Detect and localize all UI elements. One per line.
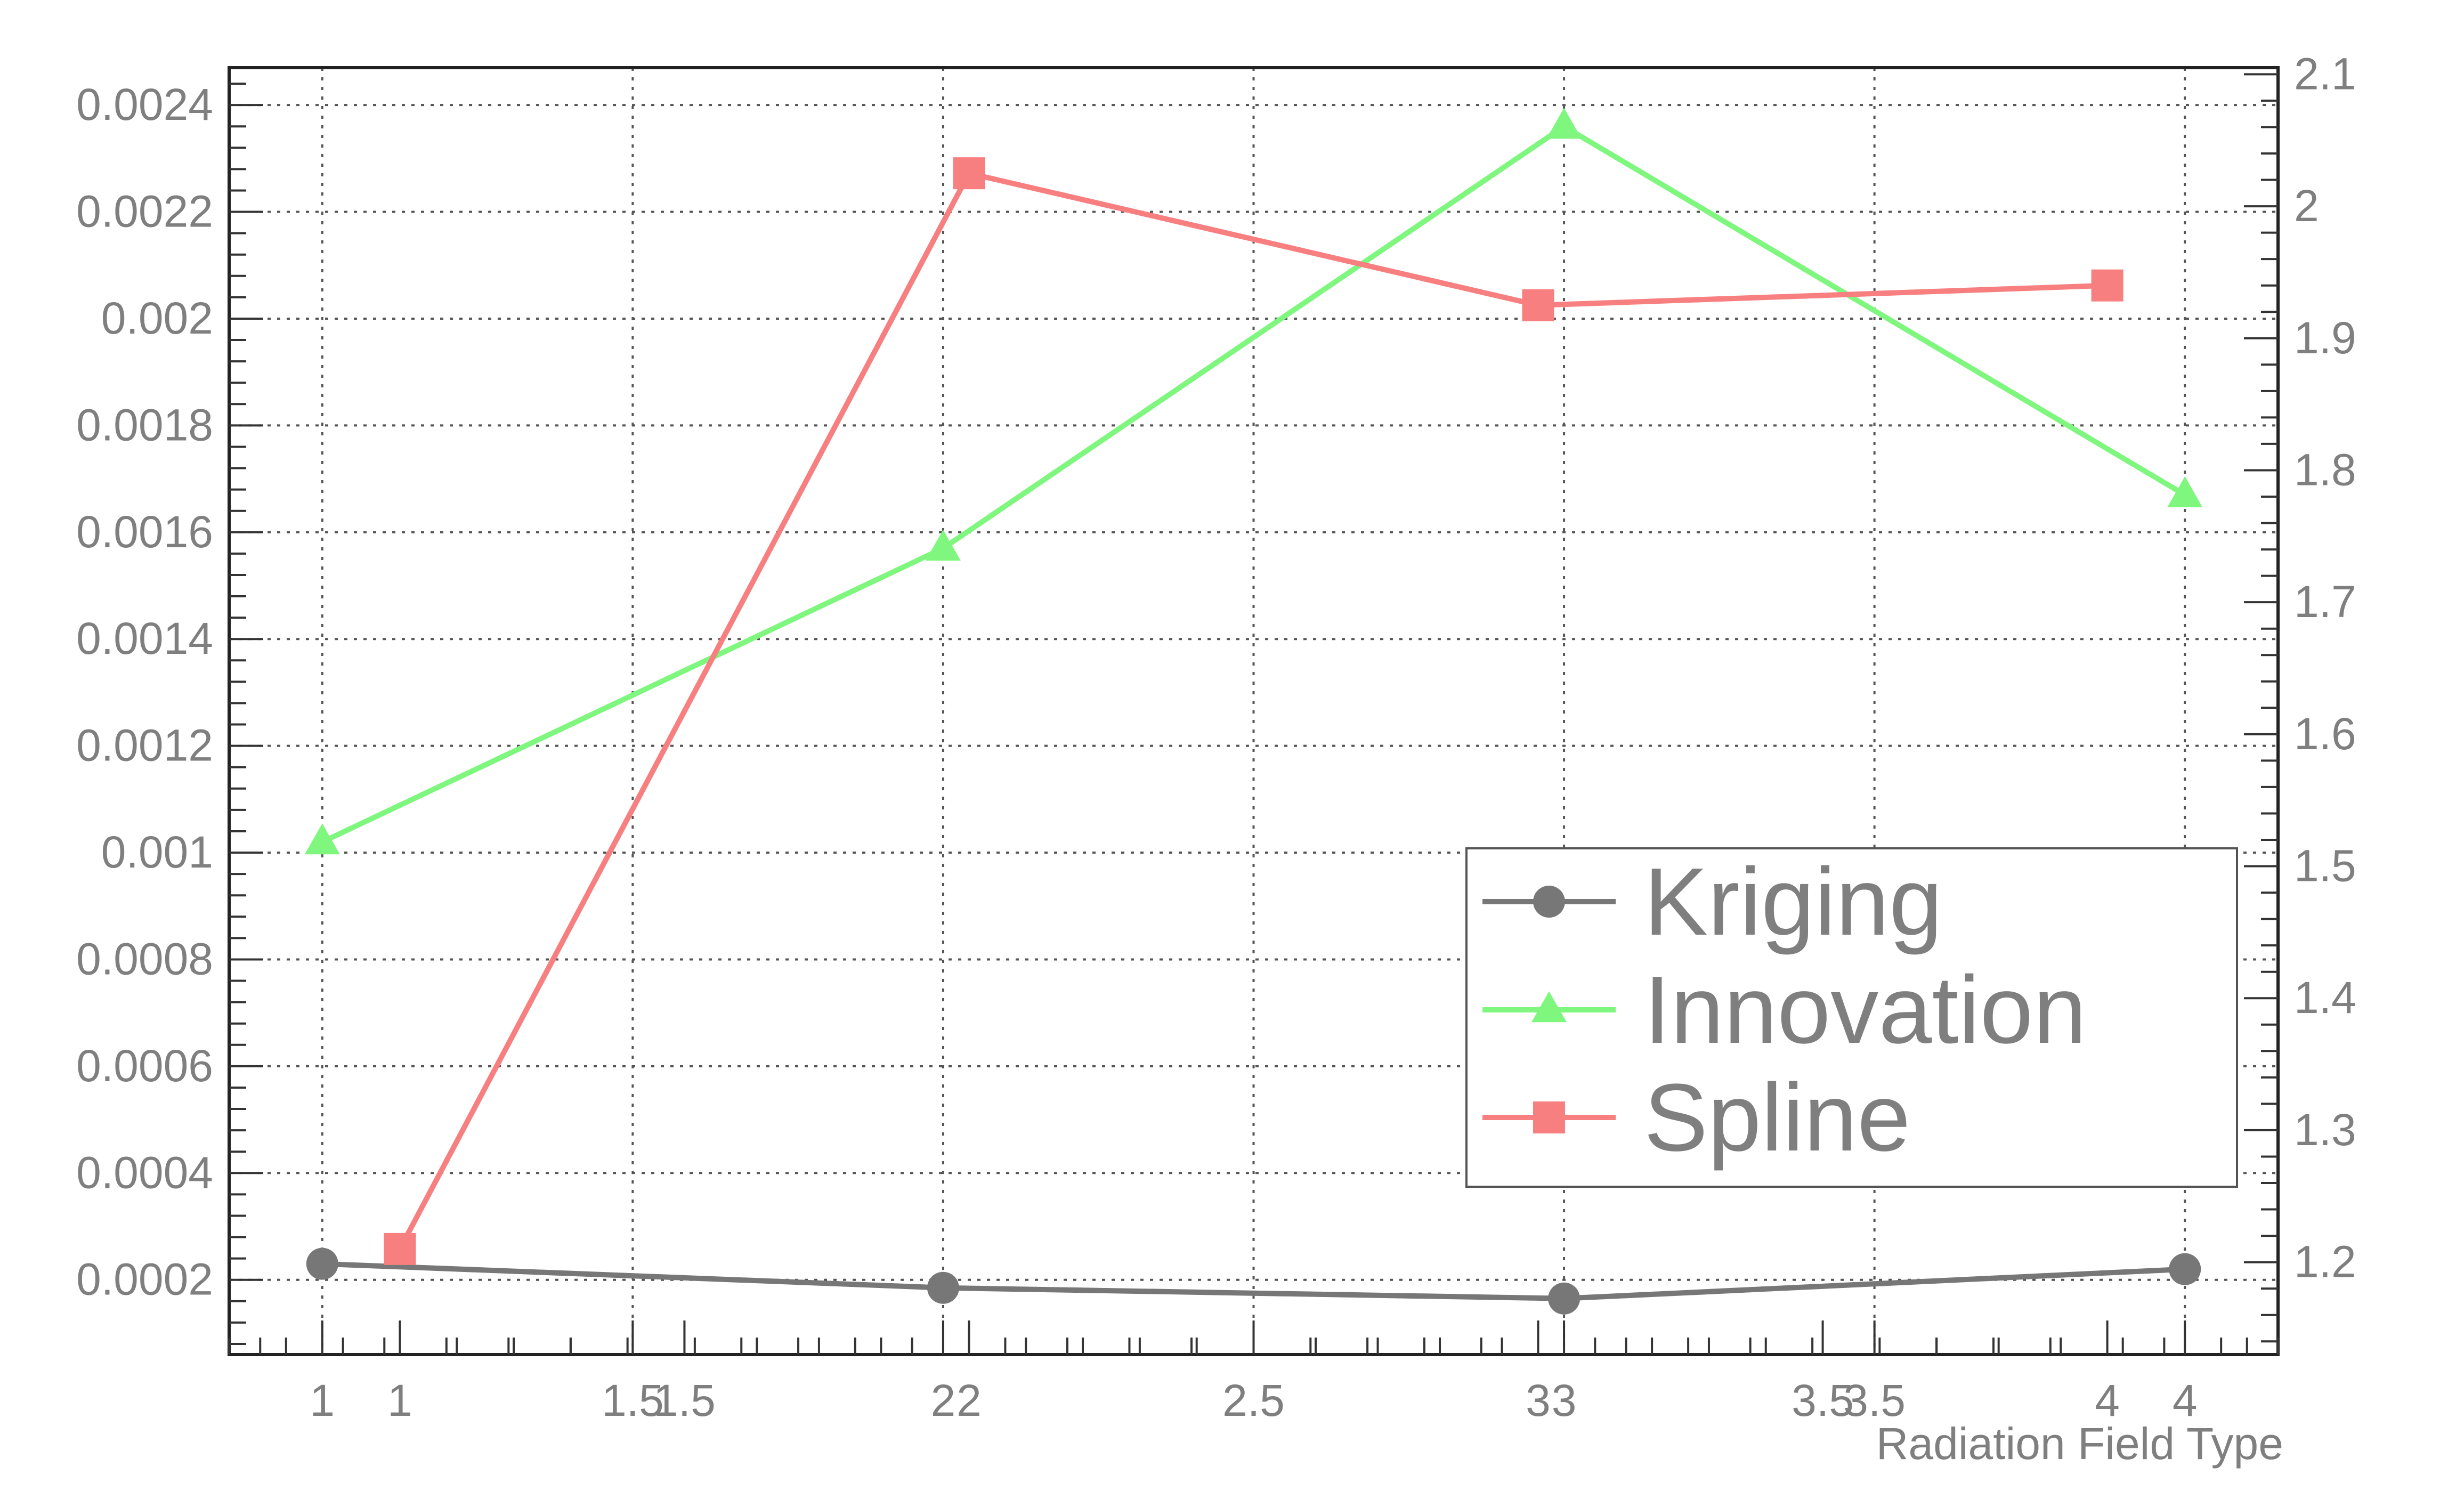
right-tick-label: 2 xyxy=(2294,181,2319,231)
series-spline xyxy=(384,157,2123,1265)
left-tick-label: 0.0008 xyxy=(76,934,213,984)
bottom-tick-label-primary: 3 xyxy=(1552,1375,1577,1425)
data-point-innovation xyxy=(304,823,340,855)
series-innovation xyxy=(304,108,2203,855)
bottom-tick-label-primary: 2.5 xyxy=(1222,1375,1285,1425)
data-point-spline xyxy=(384,1233,416,1265)
right-tick-label: 1.9 xyxy=(2294,313,2356,363)
right-tick-label: 2.1 xyxy=(2294,48,2356,99)
bottom-tick-label-secondary: 2 xyxy=(957,1375,982,1425)
left-tick-label: 0.0002 xyxy=(76,1254,213,1304)
bottom-tick-label-secondary: 4 xyxy=(2095,1375,2120,1425)
right-tick-label: 1.8 xyxy=(2294,444,2356,495)
data-point-spline xyxy=(2091,269,2123,302)
legend-label: Kriging xyxy=(1644,848,1942,955)
legend-marker-kriging xyxy=(1533,886,1565,918)
left-tick-label: 0.0016 xyxy=(76,507,213,557)
bottom-tick-label-primary: 3.5 xyxy=(1843,1375,1906,1425)
legend-box xyxy=(1465,847,2238,1188)
data-point-innovation xyxy=(1546,108,1582,139)
left-tick-label: 0.001 xyxy=(101,827,213,877)
legend-item-innovation: Innovation xyxy=(1482,957,2087,1064)
legend-label: Spline xyxy=(1644,1064,1910,1171)
right-tick-label: 1.5 xyxy=(2294,841,2356,891)
data-point-kriging xyxy=(306,1247,338,1280)
left-tick-label: 0.0014 xyxy=(76,613,213,663)
left-tick-label: 0.0004 xyxy=(76,1147,213,1197)
right-tick-label: 1.2 xyxy=(2294,1237,2356,1287)
bottom-tick-label-primary: 2 xyxy=(931,1375,956,1425)
series-layer xyxy=(304,108,2203,1315)
series-line-kriging xyxy=(322,1261,2185,1301)
x-axis-title: Radiation Field Type xyxy=(1876,1419,2283,1469)
left-tick-label: 0.0022 xyxy=(76,187,213,237)
left-tick-label: 0.0006 xyxy=(76,1041,213,1091)
left-tick-label: 0.0024 xyxy=(76,79,213,129)
right-tick-label: 1.6 xyxy=(2294,709,2356,759)
bottom-tick-label-primary: 1.5 xyxy=(602,1375,664,1425)
series-line-spline xyxy=(397,171,2108,1251)
data-point-innovation xyxy=(2167,476,2203,507)
legend-marker-innovation xyxy=(1531,991,1567,1023)
bottom-tick-label-secondary: 3.5 xyxy=(1792,1375,1854,1425)
bottom-tick-label-primary: 1 xyxy=(310,1375,335,1425)
left-axis: 0.0002 0.0004 0.0006 0.0008 0.001 0.0012 0.001… xyxy=(76,79,263,1345)
right-tick-label: 1.7 xyxy=(2294,577,2356,627)
bottom-tick-label-primary: 4 xyxy=(2173,1375,2198,1425)
data-point-spline xyxy=(953,157,985,190)
data-point-kriging xyxy=(1548,1282,1580,1315)
left-tick-label: 0.002 xyxy=(101,293,213,343)
bottom-tick-label-secondary: 1.5 xyxy=(653,1375,716,1425)
legend-item-spline: Spline xyxy=(1482,1064,1910,1171)
data-point-spline xyxy=(1522,289,1554,321)
bottom-tick-label-secondary: 1 xyxy=(387,1375,412,1425)
legend-marker-spline xyxy=(1533,1101,1565,1133)
series-line-innovation xyxy=(321,124,2186,845)
legend-item-kriging: Kriging xyxy=(1482,848,1942,955)
left-tick-label: 0.0012 xyxy=(76,720,213,771)
data-point-kriging xyxy=(927,1271,959,1304)
series-kriging xyxy=(306,1247,2201,1315)
right-tick-label: 1.4 xyxy=(2294,973,2356,1023)
data-point-innovation xyxy=(925,530,961,561)
bottom-tick-label-secondary: 3 xyxy=(1526,1375,1551,1425)
bottom-tick-label-secondary: 2.5 xyxy=(1222,1375,1285,1425)
right-tick-label: 1.3 xyxy=(2294,1105,2356,1155)
left-tick-label: 0.0018 xyxy=(76,400,213,450)
data-point-kriging xyxy=(2169,1253,2201,1285)
right-axis: 1.2 1.3 1.4 1.5 1.6 1.7 1.8 1.9 2 2.1 xyxy=(2244,48,2356,1343)
legend-label: Innovation xyxy=(1644,957,2087,1064)
bottom-axis: 1 1.5 2 2.5 3 3.5 41 1.5 2 2.5 3 3.5 4 xyxy=(228,1320,2279,1425)
